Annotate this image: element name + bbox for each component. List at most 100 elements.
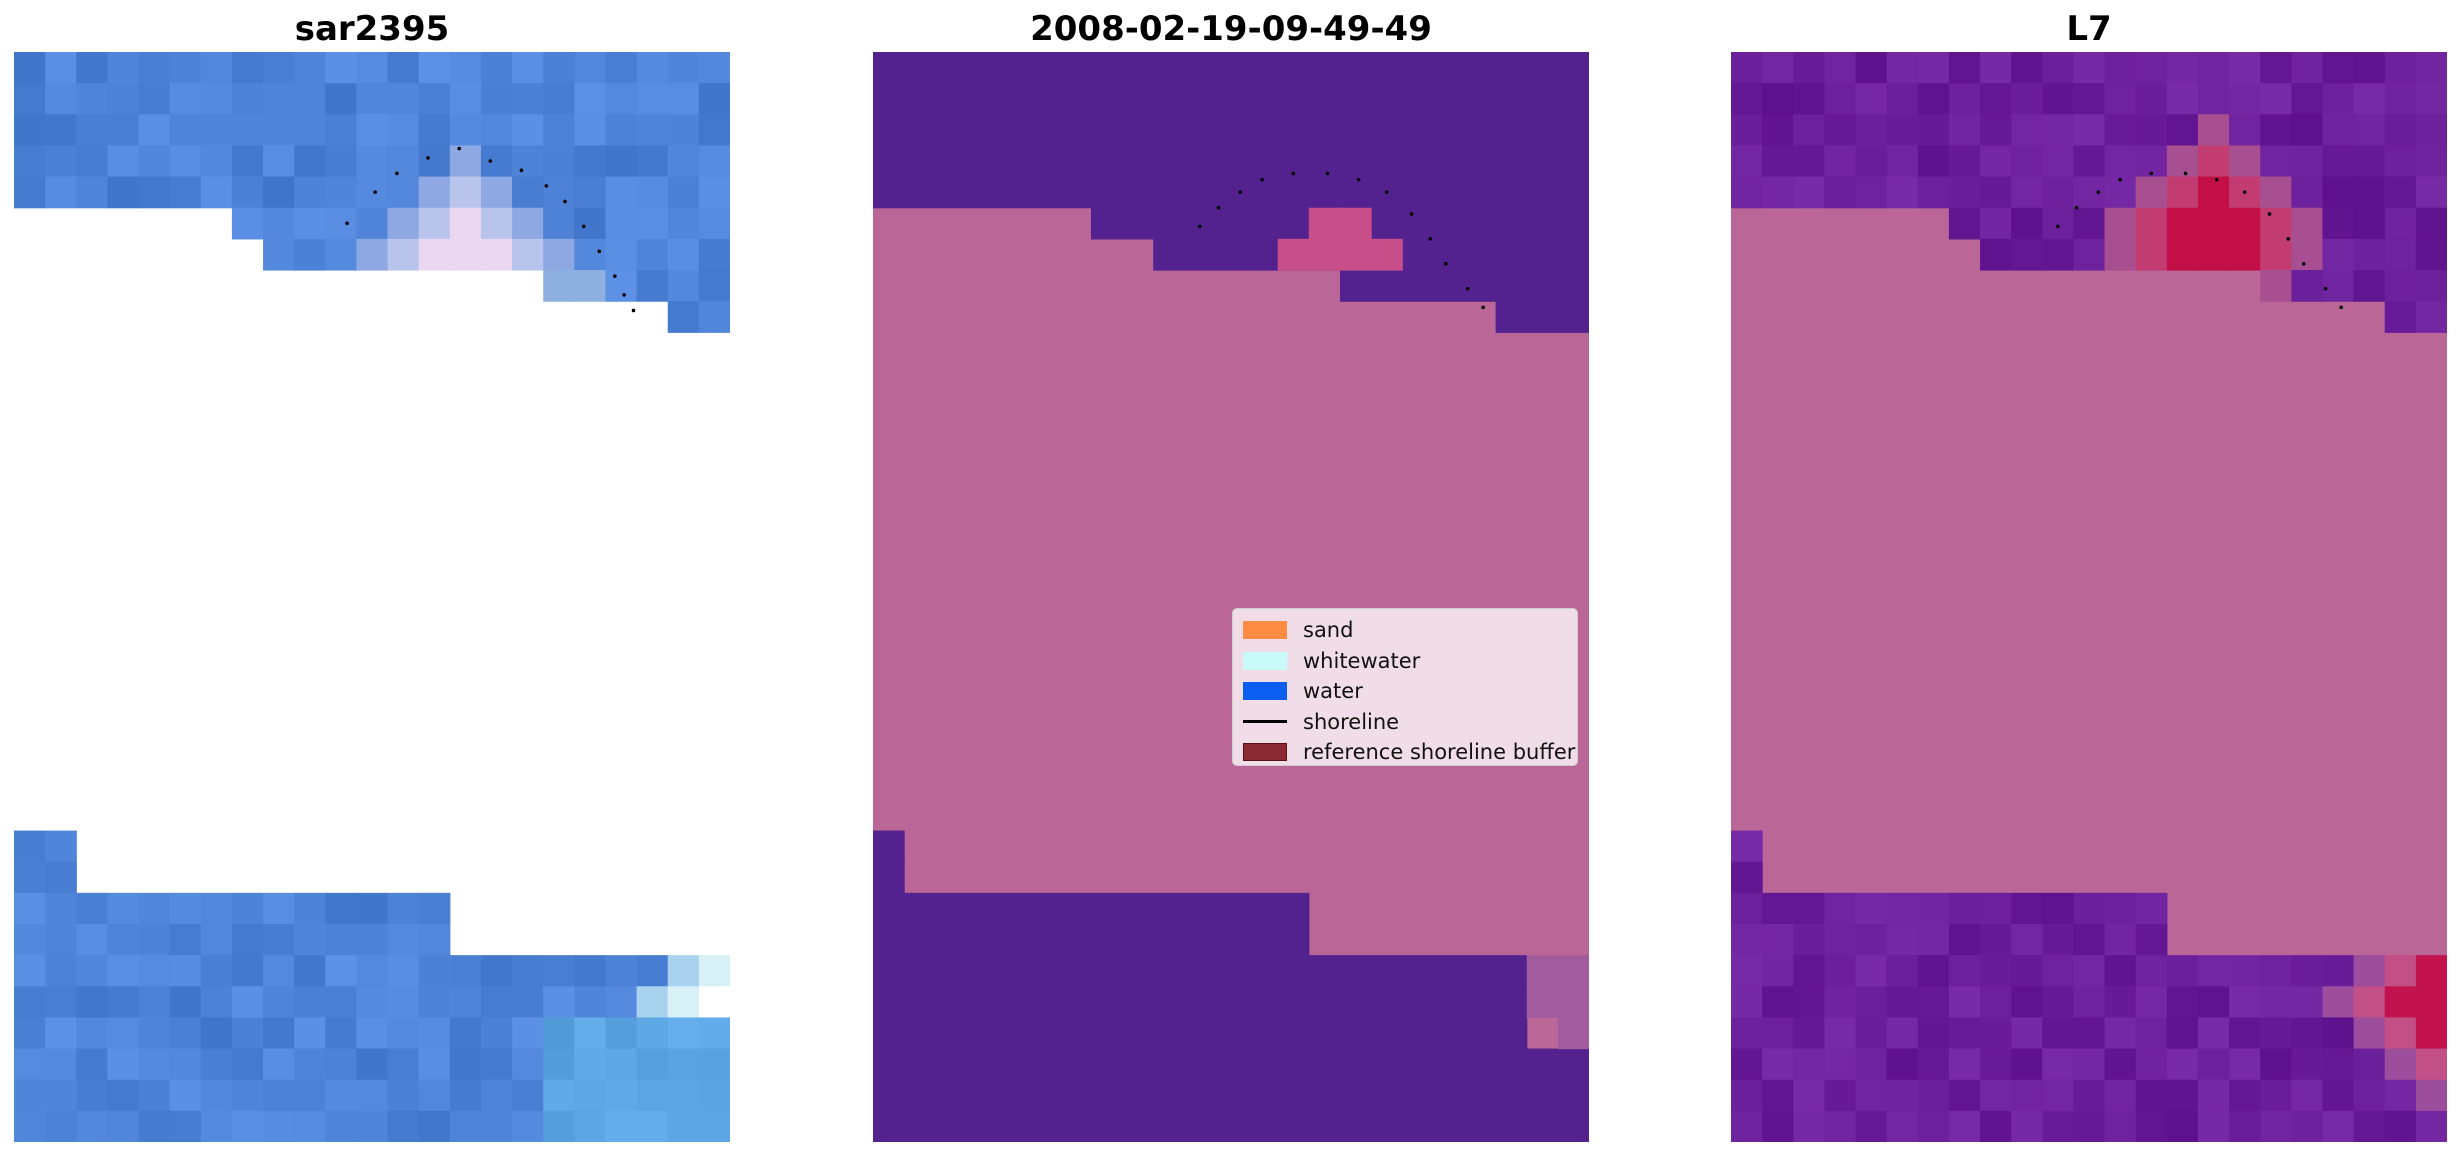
mndwi-pixel [1731, 1110, 1763, 1142]
pixel [449, 176, 482, 209]
pixel [512, 52, 544, 84]
class-pixel-water [1495, 955, 1528, 987]
mndwi-pixel [2104, 238, 2137, 271]
class-pixel-water [1215, 1079, 1248, 1112]
class-pixel-water [1495, 1079, 1528, 1112]
pixel [667, 270, 700, 302]
pixel [387, 114, 420, 147]
mndwi-pixel [2291, 52, 2324, 84]
class-pixel-water [904, 83, 936, 115]
pixel [512, 1110, 544, 1142]
mndwi-pixel [2415, 270, 2447, 302]
class-pixel-water [1059, 1017, 1092, 1050]
shoreline-point [1428, 237, 1433, 241]
class-pixel-water [1402, 270, 1434, 302]
mndwi-pixel [2104, 1017, 2137, 1050]
pixel [169, 1079, 202, 1112]
class-pixel-water [1184, 52, 1217, 84]
mndwi-pixel [2166, 145, 2199, 178]
pixel [169, 1017, 202, 1050]
pixel [387, 1110, 420, 1142]
shoreline-point [622, 293, 626, 297]
class-pixel-water [1184, 145, 1217, 178]
class-pixel-water [1495, 986, 1528, 1019]
mndwi-pixel [2104, 1079, 2137, 1112]
pixel [263, 1048, 295, 1081]
pixel [449, 83, 482, 115]
class-pixel-water [1495, 301, 1528, 333]
shoreline-point [613, 274, 617, 279]
mndwi-pixel [2229, 1017, 2261, 1050]
class-pixel-water [1371, 207, 1403, 240]
pixel [200, 1017, 233, 1050]
class-pixel-water [1433, 1079, 1466, 1112]
pixel [138, 52, 171, 84]
mndwi-pixel [2229, 238, 2261, 271]
mndwi-pixel [1855, 955, 1888, 987]
mndwi-pixel [2011, 238, 2043, 271]
class-pixel-water [1090, 83, 1123, 115]
mndwi-pixel [1824, 986, 1857, 1019]
pixel [480, 955, 513, 987]
class-pixel-water [997, 1017, 1030, 1050]
pixel [449, 207, 482, 240]
class-pixel-water [1059, 1110, 1092, 1142]
legend-label: whitewater [1303, 648, 1421, 673]
mndwi-pixel [2073, 1017, 2106, 1050]
pixel [231, 145, 264, 178]
mndwi-pixel [2384, 83, 2417, 115]
mndwi-pixel [1886, 924, 1919, 956]
mndwi-pixel [1917, 83, 1950, 115]
pixel [45, 114, 77, 147]
class-pixel-water [966, 176, 999, 209]
mndwi-pixel [2166, 176, 2199, 209]
mndwi-pixel [2197, 1048, 2230, 1081]
shoreline-point [373, 190, 377, 194]
mndwi-pixel [2229, 1048, 2261, 1081]
mndwi-pixel [2135, 924, 2168, 956]
legend-item-reference-buffer: reference shoreline buffer [1243, 737, 1575, 768]
pixel [512, 83, 544, 115]
pixel [231, 955, 264, 987]
class-pixel-water [1557, 238, 1589, 271]
class-pixel-water [1371, 955, 1403, 987]
pixel [107, 176, 140, 209]
class-pixel-water [1184, 1017, 1217, 1050]
mndwi-pixel [1824, 114, 1857, 147]
class-pixel-water [1526, 145, 1559, 178]
mndwi-pixel [2073, 986, 2106, 1019]
mndwi-pixel [1886, 892, 1919, 925]
class-pixel-water [1277, 1110, 1310, 1142]
mndwi-pixel [2166, 986, 2199, 1019]
pixel [574, 1048, 607, 1081]
pixel [263, 52, 295, 84]
mndwi-pixel [2073, 83, 2106, 115]
pixel [138, 986, 171, 1019]
pixel [418, 986, 451, 1019]
pixel [294, 83, 326, 115]
mndwi-pixel [2166, 114, 2199, 147]
mndwi-pixel [2322, 52, 2355, 84]
mndwi-pixel [2135, 1017, 2168, 1050]
mndwi-pixel [1731, 830, 1763, 863]
mndwi-pixel [1886, 52, 1919, 84]
mndwi-pixel [2197, 207, 2230, 240]
shoreline-point [457, 146, 461, 151]
class-pixel-water [1246, 955, 1279, 987]
pixel [138, 1110, 171, 1142]
pixel [169, 924, 202, 956]
class-pixel-water [1028, 1017, 1061, 1050]
mndwi-pixel [2229, 207, 2261, 240]
pixel [45, 924, 77, 956]
mndwi-pixel [1855, 1079, 1888, 1112]
class-pixel-water [1433, 207, 1466, 240]
class-pixel-water [1308, 114, 1341, 147]
class-pixel-water [1464, 176, 1497, 209]
pixel [480, 1110, 513, 1142]
pixel [45, 1110, 77, 1142]
mndwi-pixel [2415, 1110, 2447, 1142]
pixel [294, 955, 326, 987]
mndwi-pixel [2415, 986, 2447, 1019]
pixel [356, 892, 389, 925]
mndwi-pixel [2011, 52, 2043, 84]
